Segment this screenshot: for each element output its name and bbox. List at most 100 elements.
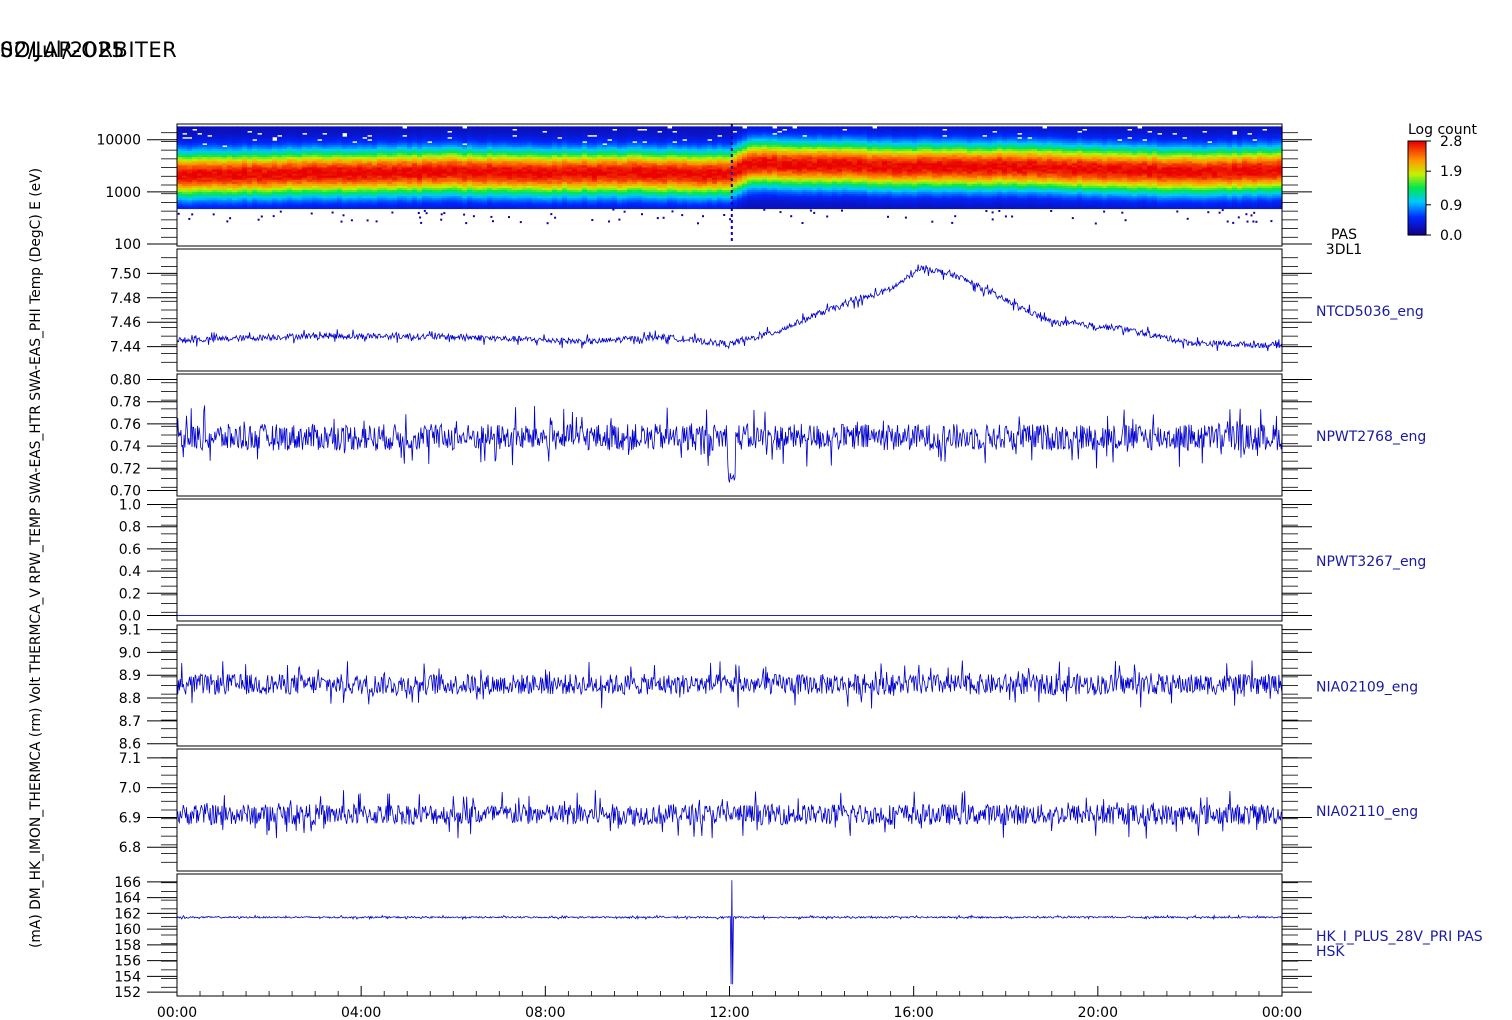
spectrogram-cell bbox=[387, 206, 393, 210]
spectrogram-cell bbox=[457, 177, 463, 181]
spectrogram-cell bbox=[532, 126, 538, 130]
spectrogram-cell bbox=[417, 183, 423, 187]
spectrogram-cell bbox=[197, 181, 203, 185]
spectrogram-cell bbox=[697, 144, 703, 148]
spectrogram-cell bbox=[457, 161, 463, 164]
spectrogram-cell bbox=[797, 132, 803, 136]
spectrogram-cell bbox=[207, 155, 213, 158]
spectrogram-cell bbox=[412, 132, 418, 136]
spectrogram-cell bbox=[567, 169, 573, 173]
spectrogram-cell bbox=[757, 138, 763, 142]
spectrogram-cell bbox=[357, 136, 363, 140]
spectrogram-cell bbox=[802, 146, 808, 150]
spectrogram-cell bbox=[682, 148, 688, 152]
spectrogram-cell bbox=[657, 198, 663, 201]
spectrogram-cell bbox=[497, 179, 503, 183]
spectrogram-cell bbox=[452, 167, 458, 171]
spectrogram-cell bbox=[702, 148, 708, 152]
spectrogram-cell bbox=[442, 151, 448, 154]
spectrogram-cell bbox=[517, 190, 523, 193]
spectrogram-cell bbox=[412, 138, 418, 142]
spectrogram-cell bbox=[207, 151, 213, 154]
spectrogram-cell bbox=[697, 181, 703, 185]
spectrogram-cell bbox=[247, 146, 253, 150]
spectrogram-cell bbox=[317, 196, 323, 199]
spectrogram-cell bbox=[242, 204, 248, 208]
spectrogram-cell bbox=[642, 181, 648, 185]
spectrogram-cell bbox=[757, 173, 763, 177]
spectrogram-cell bbox=[402, 179, 408, 183]
spectrogram-cell bbox=[392, 192, 398, 195]
spectrogram-cell bbox=[467, 177, 473, 181]
spectrogram-cell bbox=[257, 146, 263, 150]
spectrogram-cell bbox=[492, 187, 498, 191]
spectrogram-cell bbox=[772, 202, 778, 205]
spectrogram-cell bbox=[692, 138, 698, 142]
spectrogram-cell bbox=[547, 179, 553, 183]
spectrogram-cell bbox=[602, 138, 608, 142]
spectrogram-cell bbox=[777, 136, 783, 140]
spectrogram-cell bbox=[402, 151, 408, 154]
spectrogram-cell bbox=[287, 146, 293, 150]
spectrogram-cell bbox=[297, 144, 303, 148]
spectrogram-cell bbox=[382, 173, 388, 177]
spectrogram-cell bbox=[392, 148, 398, 152]
spectrogram-cell bbox=[717, 187, 723, 191]
spectrogram-cell bbox=[282, 206, 288, 210]
spectrogram-cell bbox=[412, 202, 418, 205]
spectrogram-cell bbox=[567, 151, 573, 154]
spectrogram-cell bbox=[742, 179, 748, 183]
spectrogram-cell bbox=[282, 130, 288, 134]
spectrogram-cell bbox=[242, 175, 248, 179]
spectrogram-cell bbox=[467, 132, 473, 136]
spectrogram-cell bbox=[212, 200, 218, 203]
spectrogram-cell bbox=[327, 175, 333, 179]
spectrogram-cell bbox=[417, 132, 423, 136]
spectrogram-cell bbox=[357, 148, 363, 152]
spectrogram-cell bbox=[552, 196, 558, 199]
spectrogram-cell bbox=[222, 136, 228, 140]
spectrogram-cell bbox=[457, 198, 463, 201]
spectrogram-cell bbox=[797, 183, 803, 187]
spectrogram-cell bbox=[532, 140, 538, 144]
spectrogram-cell bbox=[502, 190, 508, 193]
spectrogram-cell bbox=[342, 128, 348, 132]
spectrogram-cell bbox=[612, 155, 618, 158]
spectrogram-cell bbox=[747, 153, 753, 156]
spectrogram-cell bbox=[297, 157, 303, 160]
spectrogram-cell bbox=[352, 167, 358, 171]
spectrogram-cell bbox=[652, 132, 658, 136]
spectrogram-cell bbox=[397, 155, 403, 158]
spectrogram-cell bbox=[627, 142, 633, 146]
spectrogram-cell bbox=[337, 151, 343, 154]
spectrogram-cell bbox=[532, 155, 538, 158]
spectrogram-cell bbox=[602, 132, 608, 136]
spectrogram-cell bbox=[482, 161, 488, 164]
spectrogram-cell bbox=[592, 148, 598, 152]
spectrogram-cell bbox=[197, 204, 203, 208]
spectrogram-cell bbox=[677, 179, 683, 183]
spectrogram-cell bbox=[317, 169, 323, 173]
spectrogram-cell bbox=[437, 136, 443, 140]
spectrogram-cell bbox=[687, 194, 693, 197]
spectrogram-cell bbox=[642, 171, 648, 175]
spectrogram-cell bbox=[672, 175, 678, 179]
spectrogram-cell bbox=[222, 167, 228, 171]
spectrogram-cell bbox=[277, 161, 283, 164]
spectrogram-cell bbox=[692, 126, 698, 130]
spectrogram-cell bbox=[797, 173, 803, 177]
spectrogram-cell bbox=[322, 163, 328, 166]
spectrogram-cell bbox=[417, 136, 423, 140]
spectrogram-cell bbox=[337, 175, 343, 179]
spectrogram-cell bbox=[647, 136, 653, 140]
spectrogram-cell bbox=[772, 194, 778, 197]
spectrogram-cell bbox=[432, 194, 438, 197]
spectrogram-cell bbox=[552, 192, 558, 195]
spectrogram-cell bbox=[602, 140, 608, 144]
spectrogram-cell bbox=[217, 171, 223, 175]
spectrogram-cell bbox=[497, 187, 503, 191]
spectrogram-cell bbox=[417, 148, 423, 152]
spectrogram-cell bbox=[437, 175, 443, 179]
spectrogram-cell bbox=[432, 171, 438, 175]
spectrogram-cell bbox=[337, 204, 343, 208]
